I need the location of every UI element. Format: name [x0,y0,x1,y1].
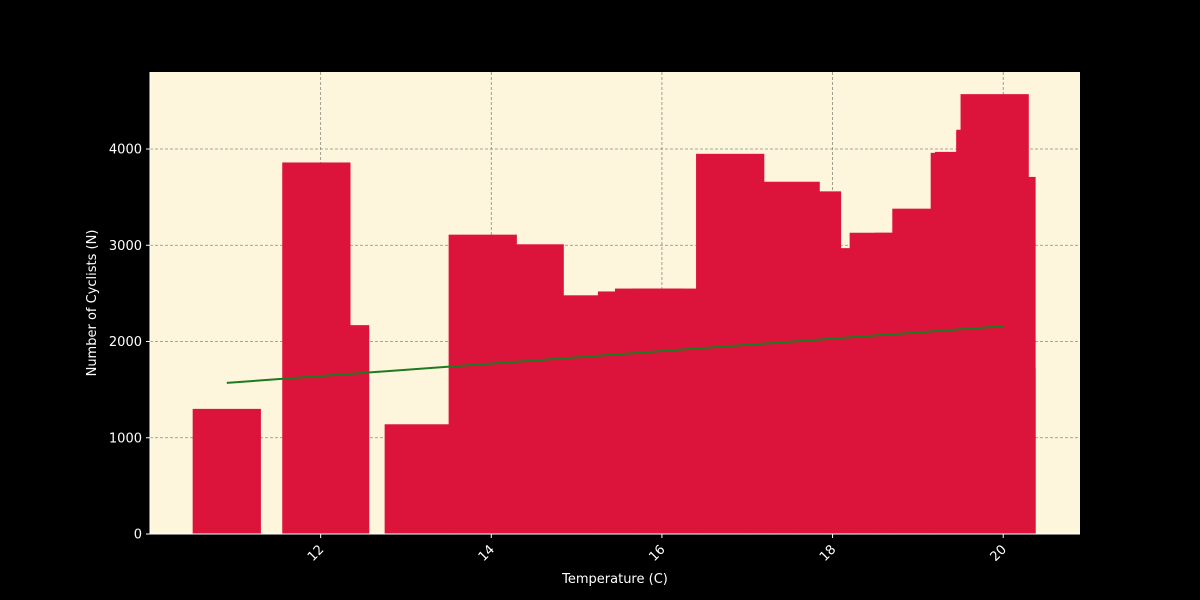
bar [301,325,370,534]
y-tick-label: 4000 [109,143,142,158]
trend-line [226,325,1004,384]
y-axis-label: Number of Cyclists (N) [85,230,100,377]
trend-line-group [226,325,1004,384]
y-tick-label: 0 [134,528,142,543]
y-axis-ticks: 0 1000 2000 3000 4000 [109,143,150,543]
y-tick-label: 2000 [109,335,142,350]
bar [632,288,701,534]
y-tick-label: 1000 [109,431,142,446]
bars [192,94,1036,535]
bar [192,408,261,534]
y-tick-label: 3000 [109,239,142,254]
bar [384,424,453,534]
bar [967,368,1036,534]
x-axis-label: Temperature (C) [561,572,668,587]
